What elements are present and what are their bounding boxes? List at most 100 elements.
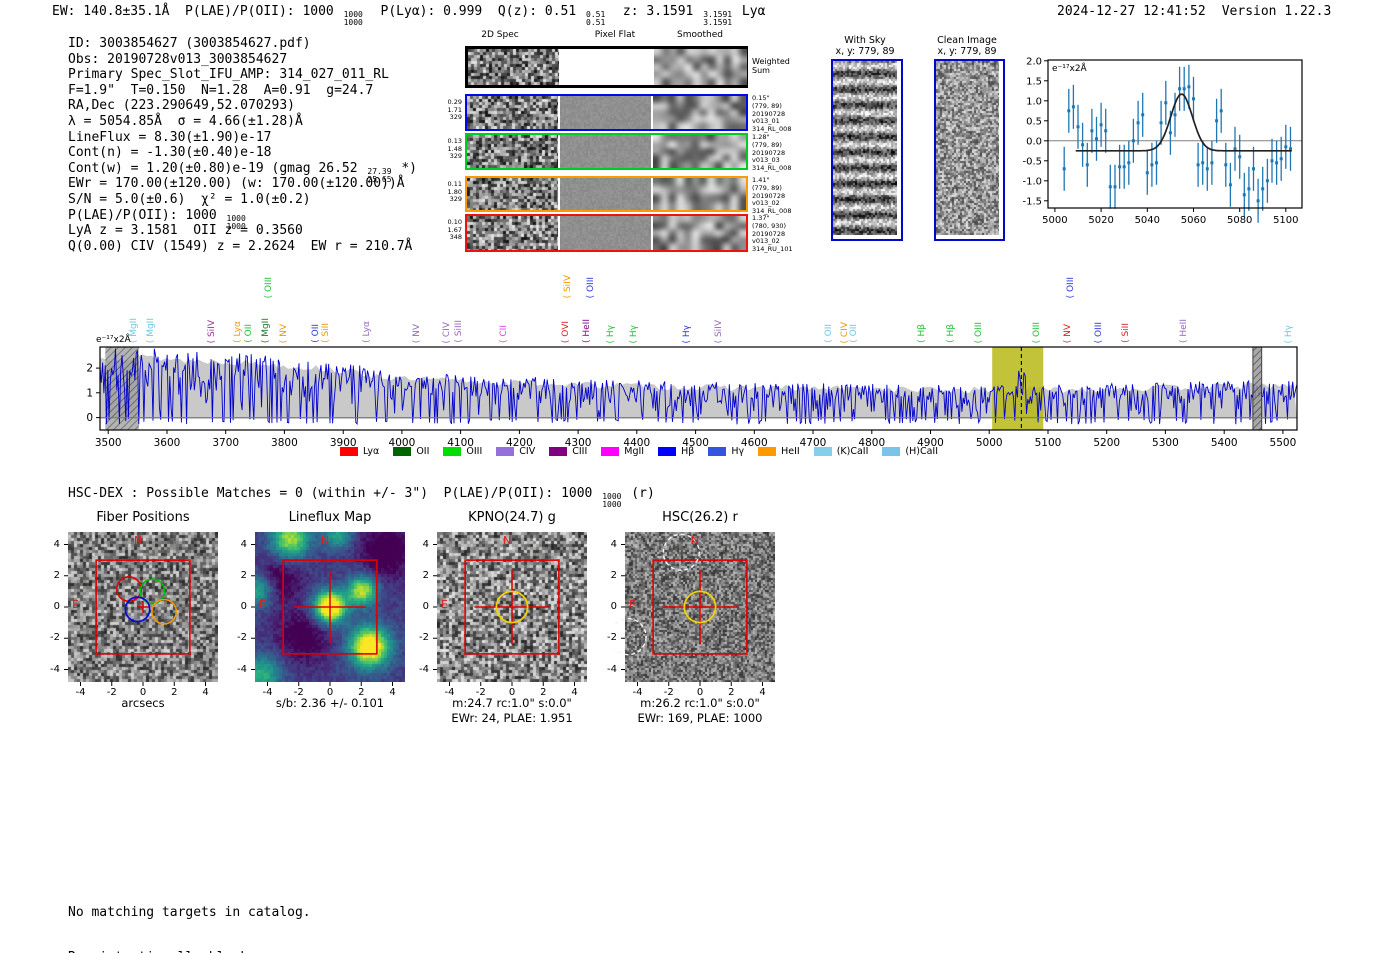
info-line: Q(0.00) CIV (1549) z = 2.2624 EW r = 210… xyxy=(68,239,417,255)
with-sky-panel xyxy=(831,59,903,241)
info-line: Primary Spec_Slot_IFU_AMP: 314_027_011_R… xyxy=(68,67,417,83)
y-tick-label: 4 xyxy=(53,538,60,550)
legend-swatch xyxy=(496,447,515,456)
svg-text:3900: 3900 xyxy=(330,437,357,449)
y-tick-label: 0 xyxy=(240,601,247,612)
svg-text:4900: 4900 xyxy=(917,437,944,449)
svg-text:5400: 5400 xyxy=(1211,437,1238,449)
cutout-image xyxy=(68,532,218,682)
2d-spec-strip xyxy=(467,178,558,210)
text-segment: EW: 140.8±35.1Å P(LAE)/P(OII): 1000 xyxy=(52,4,342,19)
compass-east-label: E xyxy=(441,598,448,611)
clean-image-panel xyxy=(934,59,1005,241)
catalog-match-note: No matching targets in catalog. Row inte… xyxy=(68,875,311,953)
fiber-xlabel: arcsecs xyxy=(121,696,165,710)
spec2d-row xyxy=(465,176,748,212)
stacked-fraction: 1000 1000 xyxy=(226,213,246,231)
svg-text:2: 2 xyxy=(86,363,93,375)
detection-info-block: ID: 3003854627 (3003854627.pdf) Obs: 2019… xyxy=(68,36,417,254)
info-line: ID: 3003854627 (3003854627.pdf) xyxy=(68,36,417,52)
hsc-xlabel2: EWr: 169, PLAE: 1000 xyxy=(637,711,763,725)
footer-line-2: Row intentionally blank. xyxy=(68,950,311,953)
kpno-xlabel: m:24.7 rc:1.0" s:0.0" xyxy=(452,696,572,710)
text-segment: Lyα xyxy=(734,4,766,19)
legend-label: OII xyxy=(416,446,430,457)
stacked-fraction: 0.51 0.51 xyxy=(586,10,606,27)
spec2d-right-labels: 1.28" (779, 89) 20190728 v013_03 314_RL_008 xyxy=(752,133,792,173)
svg-text:5080: 5080 xyxy=(1227,215,1252,226)
text-segment: LyA z = 3.1581 OII z = 0.3560 xyxy=(68,223,303,239)
line-fit-plot: 5000 5020 5040 5060 5080 5100 -1.5 -1.0 -0.5 0.0 0… xyxy=(1022,56,1303,226)
text-segment: *) xyxy=(393,160,417,176)
legend-swatch xyxy=(708,447,727,456)
footer-line-1: No matching targets in catalog. xyxy=(68,905,311,920)
x-tick-label: -4 xyxy=(444,687,455,698)
text-segment: Cont(n) = -1.30(±0.40)e-18 xyxy=(68,145,272,161)
legend-item-CIV: CIV xyxy=(496,446,535,457)
text-segment: P(Lyα): 0.999 Q(z): 0.51 xyxy=(364,4,585,19)
line-label-OIII: ( OIII xyxy=(1066,276,1077,298)
stacked-fraction: 1000 1000 xyxy=(343,10,363,27)
info-line: EWr = 170.00(±120.00) (w: 170.00(±120.00… xyxy=(68,176,417,192)
spectrum-legend: Lyα OII OIII CIV CIII MgII Hβ Hγ HeII (K)CaII (H)C… xyxy=(340,446,938,457)
spec2d-right-labels: 1.41" (779, 89) 20190728 v013_02 314_RL_008 xyxy=(752,176,792,216)
header-summary: EW: 140.8±35.1Å P(LAE)/P(OII): 1000 1000… xyxy=(52,4,765,27)
svg-text:0: 0 xyxy=(86,412,93,424)
spec2d-right-labels: 1.37" (780, 930) 20190728 v013_02 314_RU_101 xyxy=(752,214,793,254)
x-tick-label: -2 xyxy=(293,687,304,698)
text-segment: EWr = 170.00(±120.00) (w: 170.00(±120.00… xyxy=(68,176,405,192)
column-header-pixel-flat: Pixel Flat xyxy=(594,30,636,40)
stacked-fraction: 1000 1000 xyxy=(602,492,622,509)
stacked-fraction: 3.1591 3.1591 xyxy=(703,10,733,27)
svg-text:2.0: 2.0 xyxy=(1026,56,1042,67)
svg-text:1: 1 xyxy=(86,387,93,399)
svg-text:3600: 3600 xyxy=(154,437,181,449)
x-tick-label: 0 xyxy=(696,687,704,698)
info-line: Cont(n) = -1.30(±0.40)e-18 xyxy=(68,145,417,161)
svg-text:-1.0: -1.0 xyxy=(1022,176,1042,187)
svg-text:5000: 5000 xyxy=(976,437,1003,449)
clean-image-title: Clean Image xyxy=(937,35,997,46)
2d-spec-strip xyxy=(467,96,558,129)
svg-text:4500: 4500 xyxy=(682,437,709,449)
spec2d-row xyxy=(465,133,748,170)
smoothed-strip xyxy=(653,216,746,250)
text-segment: Cont(w) = 1.20(±0.80)e-19 (gmag 26.52 xyxy=(68,160,366,176)
report-datetime: 2024-12-27 12:41:52 xyxy=(1057,4,1206,19)
y-tick-label: 4 xyxy=(240,538,247,550)
with-sky-title: With Sky xyxy=(844,35,886,46)
2d-spec-strip xyxy=(467,135,558,168)
svg-text:0.0: 0.0 xyxy=(1026,136,1042,147)
spec2d-left-labels: 0.29 1.71 329 xyxy=(447,98,462,121)
legend-swatch xyxy=(658,447,677,456)
line-fit-plot-container: 5000 5020 5040 5060 5080 5100 -1.5 -1.0 -0.5 0.0 0… xyxy=(1015,48,1315,232)
legend-label: CIII xyxy=(572,446,588,457)
y-tick-label: -2 xyxy=(607,632,617,644)
legend-label: OIII xyxy=(466,446,483,457)
svg-text:4600: 4600 xyxy=(741,437,768,449)
y-tick-label: 0 xyxy=(610,601,617,612)
svg-text:0.5: 0.5 xyxy=(1026,116,1042,127)
pixel-flat-strip xyxy=(560,135,651,168)
svg-text:4200: 4200 xyxy=(506,437,533,449)
svg-text:e⁻¹⁷x2Å: e⁻¹⁷x2Å xyxy=(1052,62,1088,74)
legend-item-OII: OII xyxy=(393,446,429,457)
legend-label: Hγ xyxy=(731,446,745,457)
weighted-sum-label: Weighted Sum xyxy=(752,57,790,75)
y-tick-label: 2 xyxy=(610,569,617,581)
legend-swatch xyxy=(549,447,568,456)
text-segment: RA,Dec (223.290649,52.070293) xyxy=(68,98,295,114)
smoothed-strip xyxy=(654,49,747,85)
x-tick-label: -4 xyxy=(262,687,273,698)
pixel-flat-strip xyxy=(560,216,651,250)
text-segment: Q(0.00) CIV (1549) z = 2.2624 EW r = 210… xyxy=(68,238,413,254)
stacked-fraction: 27.39 25.65 xyxy=(367,166,392,184)
info-line: LyA z = 3.1581 OII z = 0.3560 xyxy=(68,223,417,239)
y-tick-label: -4 xyxy=(237,663,247,675)
y-tick-label: 2 xyxy=(53,569,60,581)
x-tick-label: -4 xyxy=(632,687,643,698)
y-tick-label: -2 xyxy=(419,632,429,644)
